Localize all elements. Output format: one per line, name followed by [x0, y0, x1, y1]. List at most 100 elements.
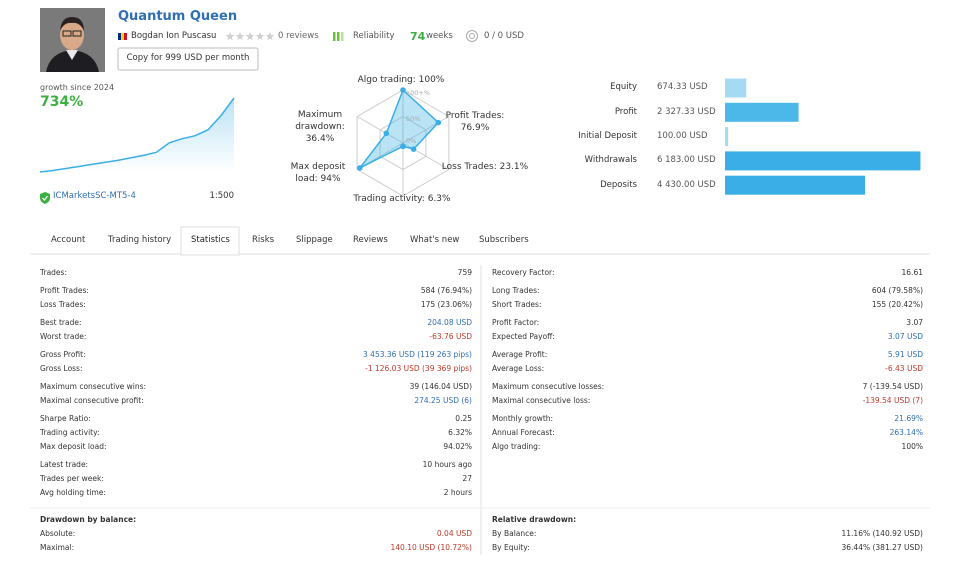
stat-value: 759: [457, 268, 472, 278]
stat-label: Maximum consecutive wins:: [40, 382, 147, 392]
stat-value: 3 453.36 USD (119 263 pips): [363, 350, 472, 360]
stat-value: 16.61: [901, 268, 923, 278]
bar-label: Equity: [610, 82, 637, 93]
stat-label: Trading activity:: [40, 428, 100, 438]
tab[interactable]: What's new: [410, 235, 460, 246]
stat-label: Profit Factor:: [492, 318, 540, 328]
stat-value: 3.07: [906, 318, 923, 328]
author-name: Bogdan Ion Puscasu: [131, 31, 217, 42]
copy-button[interactable]: Copy for 999 USD per month: [126, 53, 250, 64]
radar-label: Algo trading: 100%: [357, 75, 445, 86]
radar-tick-label: 100+%: [406, 88, 431, 97]
stat-value: 2 hours: [443, 488, 472, 498]
stat-label: Average Profit:: [492, 350, 548, 360]
radar-label: Maximum drawdown: 36.4%: [295, 110, 345, 144]
radar-point: [435, 119, 442, 126]
tab[interactable]: Subscribers: [479, 235, 529, 246]
flag: [118, 33, 127, 40]
subscription-info: 0 / 0 USD: [484, 31, 524, 42]
strategy-title[interactable]: Quantum Queen: [118, 8, 238, 24]
stat-label: Trades:: [40, 268, 67, 278]
bar: [725, 78, 747, 98]
bar-value-label: 4 430.00 USD: [657, 179, 716, 190]
tab[interactable]: Reviews: [353, 235, 388, 246]
radar-point: [400, 143, 406, 150]
stat-label: Worst trade:: [40, 332, 87, 342]
radar-point: [383, 130, 390, 137]
stat-label: Recovery Factor:: [492, 268, 555, 278]
rating-star: [225, 32, 235, 41]
bar-label: Deposits: [600, 179, 637, 190]
weeks-unit: weeks: [426, 31, 453, 42]
drawdown-title: Relative drawdown:: [492, 515, 577, 525]
leverage: 1:500: [209, 191, 235, 202]
copy-button-frame[interactable]: [117, 47, 259, 71]
stat-value: -139.54 USD (7): [862, 396, 923, 406]
radar-label: Profit Trades: 76.9%: [445, 111, 505, 133]
stat-label: Annual Forecast:: [492, 428, 555, 438]
bar-label: Profit: [614, 106, 637, 117]
stat-label: By Balance:: [492, 529, 537, 539]
stat-value: 94.02%: [443, 442, 472, 452]
stat-value: 584 (76.94%): [420, 286, 472, 296]
radar-point: [357, 165, 363, 171]
stat-value: 0.25: [455, 414, 472, 424]
radar-point: [400, 87, 406, 93]
stat-label: Sharpe Ratio:: [40, 414, 91, 424]
broker-server[interactable]: ICMarketsSC-MT5-4: [53, 191, 136, 202]
stat-value: 274.25 USD (6): [414, 396, 472, 406]
tab[interactable]: Slippage: [296, 235, 333, 246]
bar-value-label: 100.00 USD: [657, 131, 708, 142]
bar-value-label: 6 183.00 USD: [657, 155, 716, 166]
bar: [725, 127, 729, 147]
bar-value-label: 674.33 USD: [657, 82, 708, 93]
stat-value: 155 (20.42%): [871, 300, 923, 310]
stat-value: 604 (79.58%): [871, 286, 923, 296]
stat-value: 6.32%: [448, 428, 472, 438]
bar-label: Initial Deposit: [578, 131, 637, 142]
avatar: [40, 8, 105, 72]
stat-value: 100%: [901, 442, 923, 452]
bar-value-label: 2 327.33 USD: [657, 106, 716, 117]
stat-value: 27: [462, 474, 472, 484]
bar: [725, 175, 866, 195]
stat-label: Average Loss:: [492, 364, 545, 374]
stat-value: -63.76 USD: [429, 332, 472, 342]
stat-label: Max deposit load:: [40, 442, 107, 452]
stat-label: Maximal consecutive profit:: [40, 396, 144, 406]
radar-tick-label: 50%: [406, 115, 421, 124]
stat-value: 11.16% (140.92 USD): [841, 529, 924, 539]
stat-value: 21.69%: [894, 414, 923, 424]
stat-label: Avg holding time:: [40, 488, 106, 498]
reliability-icon: [333, 32, 344, 41]
stat-value: 263.14%: [889, 428, 923, 438]
radar-spoke: [402, 142, 450, 170]
bar: [725, 102, 799, 122]
tab[interactable]: Statistics: [191, 235, 230, 246]
stat-value: -6.43 USD: [885, 364, 923, 374]
reliability-label: Reliability: [353, 31, 395, 42]
tab[interactable]: Trading history: [108, 235, 172, 246]
radar-label: Trading activity: 6.3%: [353, 194, 451, 205]
stat-label: Maximal:: [40, 543, 75, 553]
weeks-count: 74: [410, 29, 426, 43]
radar-label: Max deposit load: 94%: [290, 162, 346, 184]
bar-label: Withdrawals: [584, 155, 637, 166]
stat-label: Trades per week:: [40, 474, 104, 484]
stat-value: 36.44% (381.27 USD): [841, 543, 924, 553]
stat-label: Latest trade:: [40, 460, 89, 470]
stat-label: By Equity:: [492, 543, 530, 553]
stat-label: Profit Trades:: [40, 286, 89, 296]
stat-label: Loss Trades:: [40, 300, 86, 310]
growth-area: [40, 98, 234, 172]
subscribers-icon: [466, 30, 478, 42]
stat-label: Maximum consecutive losses:: [492, 382, 605, 392]
tab[interactable]: Account: [51, 235, 86, 246]
stat-label: Long Trades:: [492, 286, 540, 296]
radar-tick-label: 0%: [406, 136, 417, 145]
tab[interactable]: Risks: [252, 235, 275, 246]
stat-value: 10 hours ago: [422, 460, 472, 470]
stat-label: Gross Profit:: [40, 350, 86, 360]
